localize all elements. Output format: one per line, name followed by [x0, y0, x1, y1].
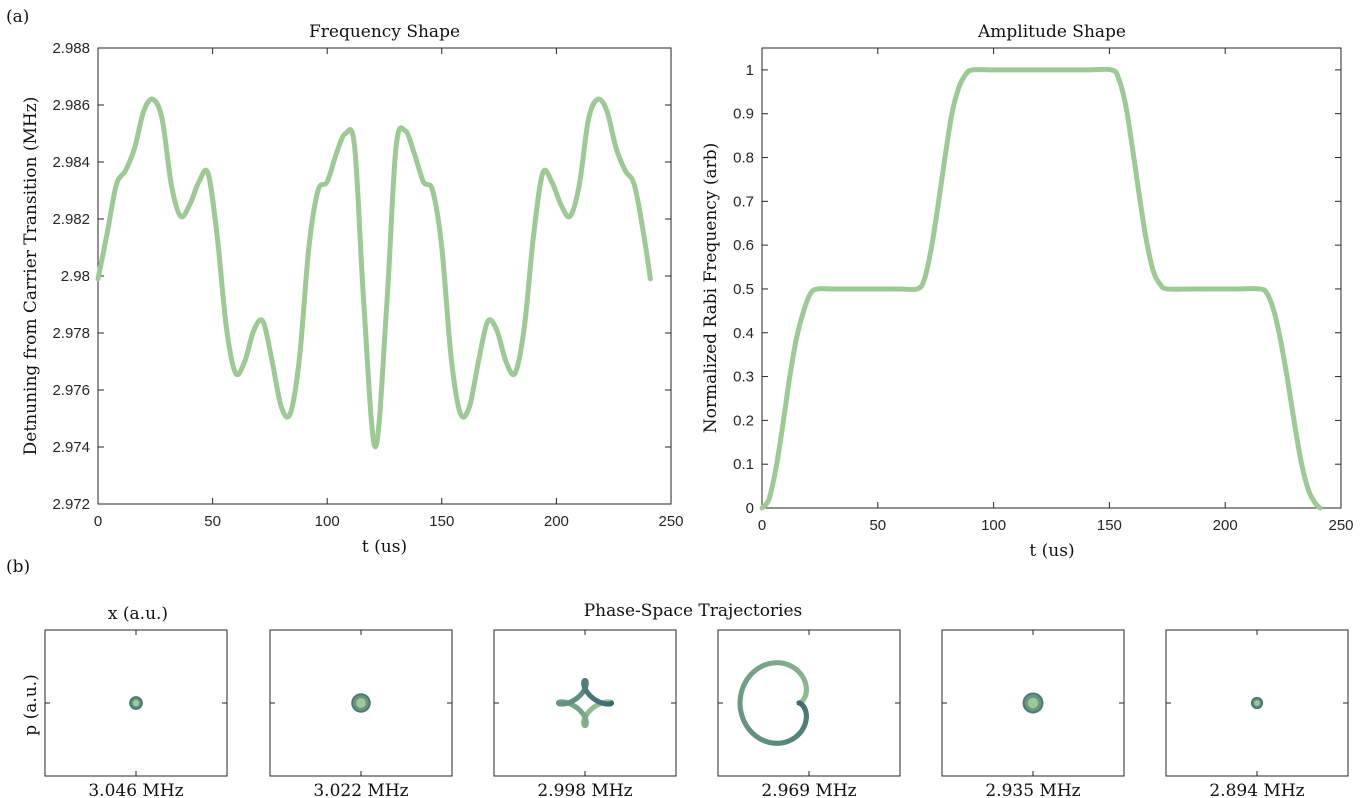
phase-space-trajectory: [129, 696, 143, 710]
phase-space-panel: 2.969 MHz: [717, 629, 901, 798]
amplitude-ytick-label: 0.2: [733, 412, 754, 429]
amplitude-chart-ylabel: Normalized Rabi Frequency (arb): [701, 143, 721, 433]
amplitude-ytick-label: 0.5: [733, 281, 754, 298]
amplitude-xtick-label: 250: [1328, 517, 1353, 534]
frequency-ytick-label: 2.978: [52, 325, 90, 342]
panel-label-a: (a): [6, 7, 29, 27]
phase-space-detuning-label: 2.969 MHz: [761, 781, 856, 798]
phase-space-panel: 2.935 MHz: [941, 629, 1125, 798]
panel-label-b: (b): [6, 557, 30, 577]
frequency-series-line: [95, 96, 653, 450]
phase-space-panel: 3.046 MHz: [44, 629, 228, 798]
frequency-ytick-label: 2.986: [52, 97, 90, 114]
frequency-ytick-label: 2.98: [61, 268, 90, 285]
phase-space-panel: 2.894 MHz: [1165, 629, 1349, 798]
amplitude-series-line: [759, 66, 1323, 511]
phase-space-trajectory: [1022, 692, 1044, 714]
frequency-ytick-label: 2.974: [52, 439, 90, 456]
phase-space-xlabel: x (a.u.): [108, 604, 168, 624]
amplitude-xtick-label: 150: [1097, 517, 1122, 534]
frequency-xtick-label: 50: [204, 513, 221, 530]
phase-space-panel: 2.998 MHz: [493, 629, 677, 798]
phase-space-chart: Phase-Space Trajectories x (a.u.) p (a.u…: [21, 601, 1349, 798]
phase-space-trajectory: [1250, 696, 1264, 710]
amplitude-ytick-label: 0.3: [733, 369, 754, 386]
amplitude-ytick-label: 0.7: [733, 193, 754, 210]
frequency-shape-chart: Frequency Shape t (us) Detnuning from Ca…: [21, 22, 684, 557]
frequency-ytick-label: 2.984: [52, 154, 90, 171]
amplitude-ytick-label: 0.9: [733, 106, 754, 123]
phase-space-trajectory: [556, 677, 614, 729]
frequency-xtick-label: 150: [429, 513, 454, 530]
amplitude-chart-title: Amplitude Shape: [977, 22, 1126, 42]
frequency-ytick-label: 2.972: [52, 496, 90, 513]
amplitude-xtick-label: 200: [1213, 517, 1238, 534]
amplitude-ytick-label: 0: [746, 500, 754, 517]
frequency-chart-ylabel: Detnuning from Carrier Transition (MHz): [21, 97, 41, 456]
frequency-ytick-label: 2.988: [52, 40, 90, 57]
amplitude-ytick-label: 1: [746, 62, 754, 79]
phase-space-trajectory: [737, 660, 809, 746]
frequency-xtick-label: 0: [94, 513, 102, 530]
phase-space-trajectory: [351, 693, 371, 713]
phase-space-detuning-label: 2.935 MHz: [985, 781, 1080, 798]
amplitude-xtick-label: 100: [981, 517, 1006, 534]
phase-space-title: Phase-Space Trajectories: [584, 601, 803, 621]
phase-space-panel: 3.022 MHz: [269, 629, 453, 798]
frequency-chart-frame: [97, 47, 672, 505]
frequency-xtick-label: 100: [315, 513, 340, 530]
amplitude-chart-frame: [761, 47, 1342, 509]
frequency-chart-xlabel: t (us): [362, 537, 407, 557]
frequency-xtick-label: 250: [658, 513, 683, 530]
phase-space-detuning-label: 3.022 MHz: [313, 781, 408, 798]
amplitude-xtick-label: 50: [869, 517, 886, 534]
phase-space-detuning-label: 3.046 MHz: [88, 781, 183, 798]
amplitude-ytick-label: 0.4: [733, 325, 754, 342]
phase-space-ylabel: p (a.u.): [21, 674, 41, 735]
amplitude-xtick-label: 0: [758, 517, 766, 534]
frequency-ytick-label: 2.982: [52, 211, 90, 228]
frequency-ytick-label: 2.976: [52, 382, 90, 399]
phase-space-panel-frame: [493, 629, 677, 777]
phase-space-detuning-label: 2.894 MHz: [1209, 781, 1304, 798]
frequency-xtick-label: 200: [544, 513, 569, 530]
amplitude-chart-xlabel: t (us): [1029, 541, 1074, 561]
amplitude-ytick-label: 0.6: [733, 237, 754, 254]
phase-space-detuning-label: 2.998 MHz: [537, 781, 632, 798]
amplitude-ytick-label: 0.1: [733, 456, 754, 473]
phase-space-panel-frame: [717, 629, 901, 777]
frequency-chart-title: Frequency Shape: [309, 22, 460, 42]
amplitude-ytick-label: 0.8: [733, 150, 754, 167]
amplitude-shape-chart: Amplitude Shape t (us) Normalized Rabi F…: [701, 22, 1354, 561]
